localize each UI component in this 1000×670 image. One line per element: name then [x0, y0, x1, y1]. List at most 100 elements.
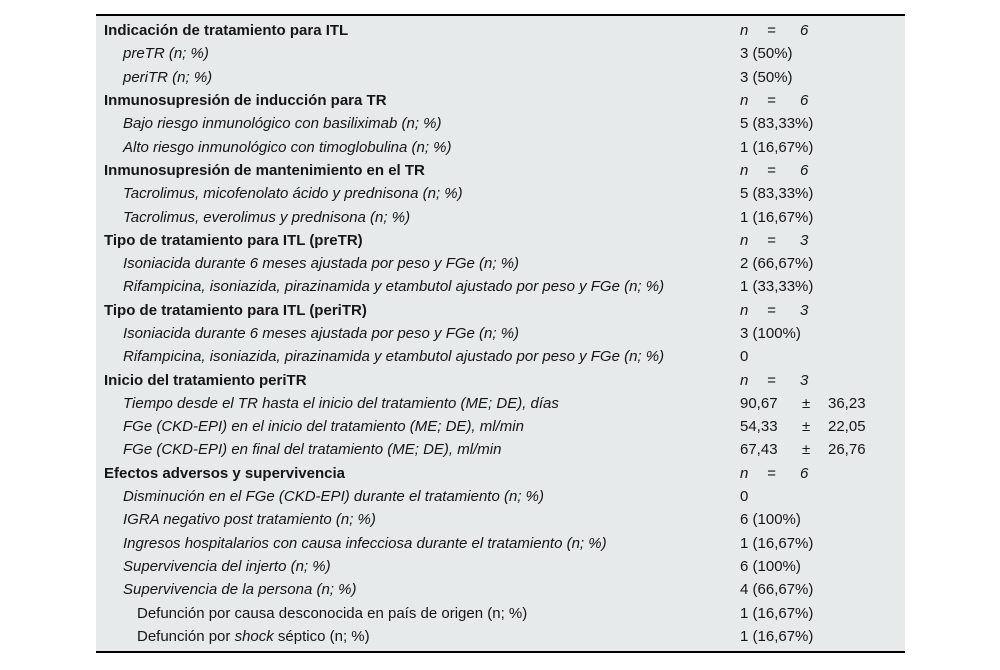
row-label: Tiempo desde el TR hasta el inicio del t… [123, 394, 559, 412]
value-v2: 3 [800, 231, 809, 249]
row-label: Indicación de tratamiento para ITL [104, 22, 349, 40]
row-label: Inicio del tratamiento periTR [104, 371, 307, 389]
table-row: Bajo riesgo inmunológico con basiliximab… [96, 112, 905, 135]
value-mean-sd-group: 67,43 ±26,76 [740, 441, 905, 458]
equals-symbol: = [767, 92, 776, 110]
value-v2: 36,23 [828, 394, 866, 412]
value-text: 1 (16,67%) [740, 138, 814, 156]
row-label: Defunción por causa desconocida en país … [137, 604, 528, 622]
treatment-table: Indicación de tratamiento para ITL n = 6 pre… [96, 14, 905, 654]
value-text: 6 (100%) [740, 557, 801, 575]
value-v1: 67,43 [740, 441, 778, 459]
row-value: 0 [740, 488, 905, 505]
row-value: 67,43 ±26,76 [740, 441, 905, 458]
value-v1: n [740, 371, 749, 389]
row-value: n = 6 [740, 162, 905, 179]
table-row: Tacrolimus, micofenolato ácido y prednis… [96, 182, 905, 205]
plus-minus-symbol: ± [802, 441, 811, 459]
table-row: Inmunosupresión de inducción para TR n = 6 [96, 89, 905, 112]
value-text: 6 (100%) [740, 511, 801, 529]
value-v2: 6 [800, 464, 809, 482]
row-label: Supervivencia de la persona (n; %) [123, 581, 357, 599]
row-label: Alto riesgo inmunológico con timoglobuli… [123, 138, 452, 156]
row-label: Rifampicina, isoniazida, pirazinamida y … [123, 348, 665, 366]
row-label: FGe (CKD-EPI) en el inicio del tratamien… [123, 418, 524, 436]
row-value: 6 (100%) [740, 558, 905, 575]
value-text: 0 [740, 488, 749, 506]
row-value: 1 (33,33%) [740, 278, 905, 295]
table-row: Isoniacida durante 6 meses ajustada por … [96, 322, 905, 345]
row-value: n = 3 [740, 302, 905, 319]
value-v2: 22,05 [828, 418, 866, 436]
value-mean-sd-group: 54,33 ±22,05 [740, 418, 905, 435]
equals-symbol: = [767, 371, 776, 389]
row-value: 1 (16,67%) [740, 605, 905, 622]
table-row: periTR (n; %) 3 (50%) [96, 66, 905, 89]
value-text: 1 (16,67%) [740, 208, 814, 226]
value-v1: n [740, 464, 749, 482]
value-text: 1 (16,67%) [740, 604, 814, 622]
table-row: Rifampicina, isoniazida, pirazinamida y … [96, 345, 905, 368]
row-value: 5 (83,33%) [740, 115, 905, 132]
row-value: 2 (66,67%) [740, 255, 905, 272]
equals-symbol: = [767, 301, 776, 319]
row-label: Supervivencia del injerto (n; %) [123, 557, 331, 575]
row-value: 5 (83,33%) [740, 185, 905, 202]
row-value: n = 6 [740, 22, 905, 39]
row-label: Defunción por shock séptico (n; %) [96, 628, 740, 645]
row-label-text: Defunción por [137, 627, 235, 645]
row-label: Bajo riesgo inmunológico con basiliximab… [123, 115, 442, 133]
value-text: 3 (50%) [740, 45, 793, 63]
row-label: Inmunosupresión de mantenimiento en el T… [104, 161, 425, 179]
row-value: n = 6 [740, 465, 905, 482]
equals-symbol: = [767, 161, 776, 179]
table-row: preTR (n; %) 3 (50%) [96, 42, 905, 65]
row-label: Ingresos hospitalarios con causa infecci… [123, 534, 607, 552]
table-row: Tacrolimus, everolimus y prednisona (n; … [96, 205, 905, 228]
row-value: 1 (16,67%) [740, 535, 905, 552]
table-row: Indicación de tratamiento para ITL n = 6 [96, 19, 905, 42]
row-label: Isoniacida durante 6 meses ajustada por … [123, 255, 520, 273]
equals-symbol: = [767, 22, 776, 40]
table-row: Supervivencia de la persona (n; %) 4 (66,… [96, 578, 905, 601]
value-v1: n [740, 22, 749, 40]
value-v1: n [740, 92, 749, 110]
row-label: Tipo de tratamiento para ITL (preTR) [104, 231, 363, 249]
row-value: n = 3 [740, 372, 905, 389]
value-text: 0 [740, 348, 749, 366]
value-n-group: n = 6 [740, 22, 905, 39]
row-label: Isoniacida durante 6 meses ajustada por … [123, 325, 520, 342]
value-v1: n [740, 161, 749, 179]
value-n-group: n = 6 [740, 465, 905, 482]
table-row: Efectos adversos y supervivencia n = 6 [96, 462, 905, 485]
value-n-group: n = 6 [740, 162, 905, 179]
row-label: Tacrolimus, micofenolato ácido y prednis… [123, 185, 463, 203]
row-label: IGRA negativo post tratamiento (n; %) [123, 511, 376, 529]
row-value: 1 (16,67%) [740, 139, 905, 156]
table-row: Disminución en el FGe (CKD-EPI) durante … [96, 485, 905, 508]
table-row: IGRA negativo post tratamiento (n; %) 6 (… [96, 508, 905, 531]
value-n-group: n = 6 [740, 92, 905, 109]
table-row: Tipo de tratamiento para ITL (preTR) n = 3 [96, 229, 905, 252]
value-text: 5 (83,33%) [740, 115, 814, 133]
value-n-group: n = 3 [740, 302, 905, 319]
row-value: 3 (100%) [740, 325, 905, 342]
row-label-emphasis: shock [234, 627, 274, 645]
value-v2: 6 [800, 22, 809, 40]
plus-minus-symbol: ± [802, 394, 811, 412]
table-row: Inicio del tratamiento periTR n = 3 [96, 368, 905, 391]
table-row: Isoniacida durante 6 meses ajustada por … [96, 252, 905, 275]
row-value: n = 3 [740, 232, 905, 249]
value-text: 1 (16,67%) [740, 534, 814, 552]
table-row: Alto riesgo inmunológico con timoglobuli… [96, 135, 905, 158]
equals-symbol: = [767, 464, 776, 482]
value-text: 3 (50%) [740, 68, 793, 86]
row-value: 54,33 ±22,05 [740, 418, 905, 435]
equals-symbol: = [767, 231, 776, 249]
value-n-group: n = 3 [740, 232, 905, 249]
table-row: FGe (CKD-EPI) en el inicio del tratamien… [96, 415, 905, 438]
row-value: 6 (100%) [740, 511, 905, 528]
row-value: 90,67 ±36,23 [740, 395, 905, 412]
value-text: 1 (16,67%) [740, 627, 814, 645]
value-mean-sd-group: 90,67 ±36,23 [740, 395, 905, 412]
